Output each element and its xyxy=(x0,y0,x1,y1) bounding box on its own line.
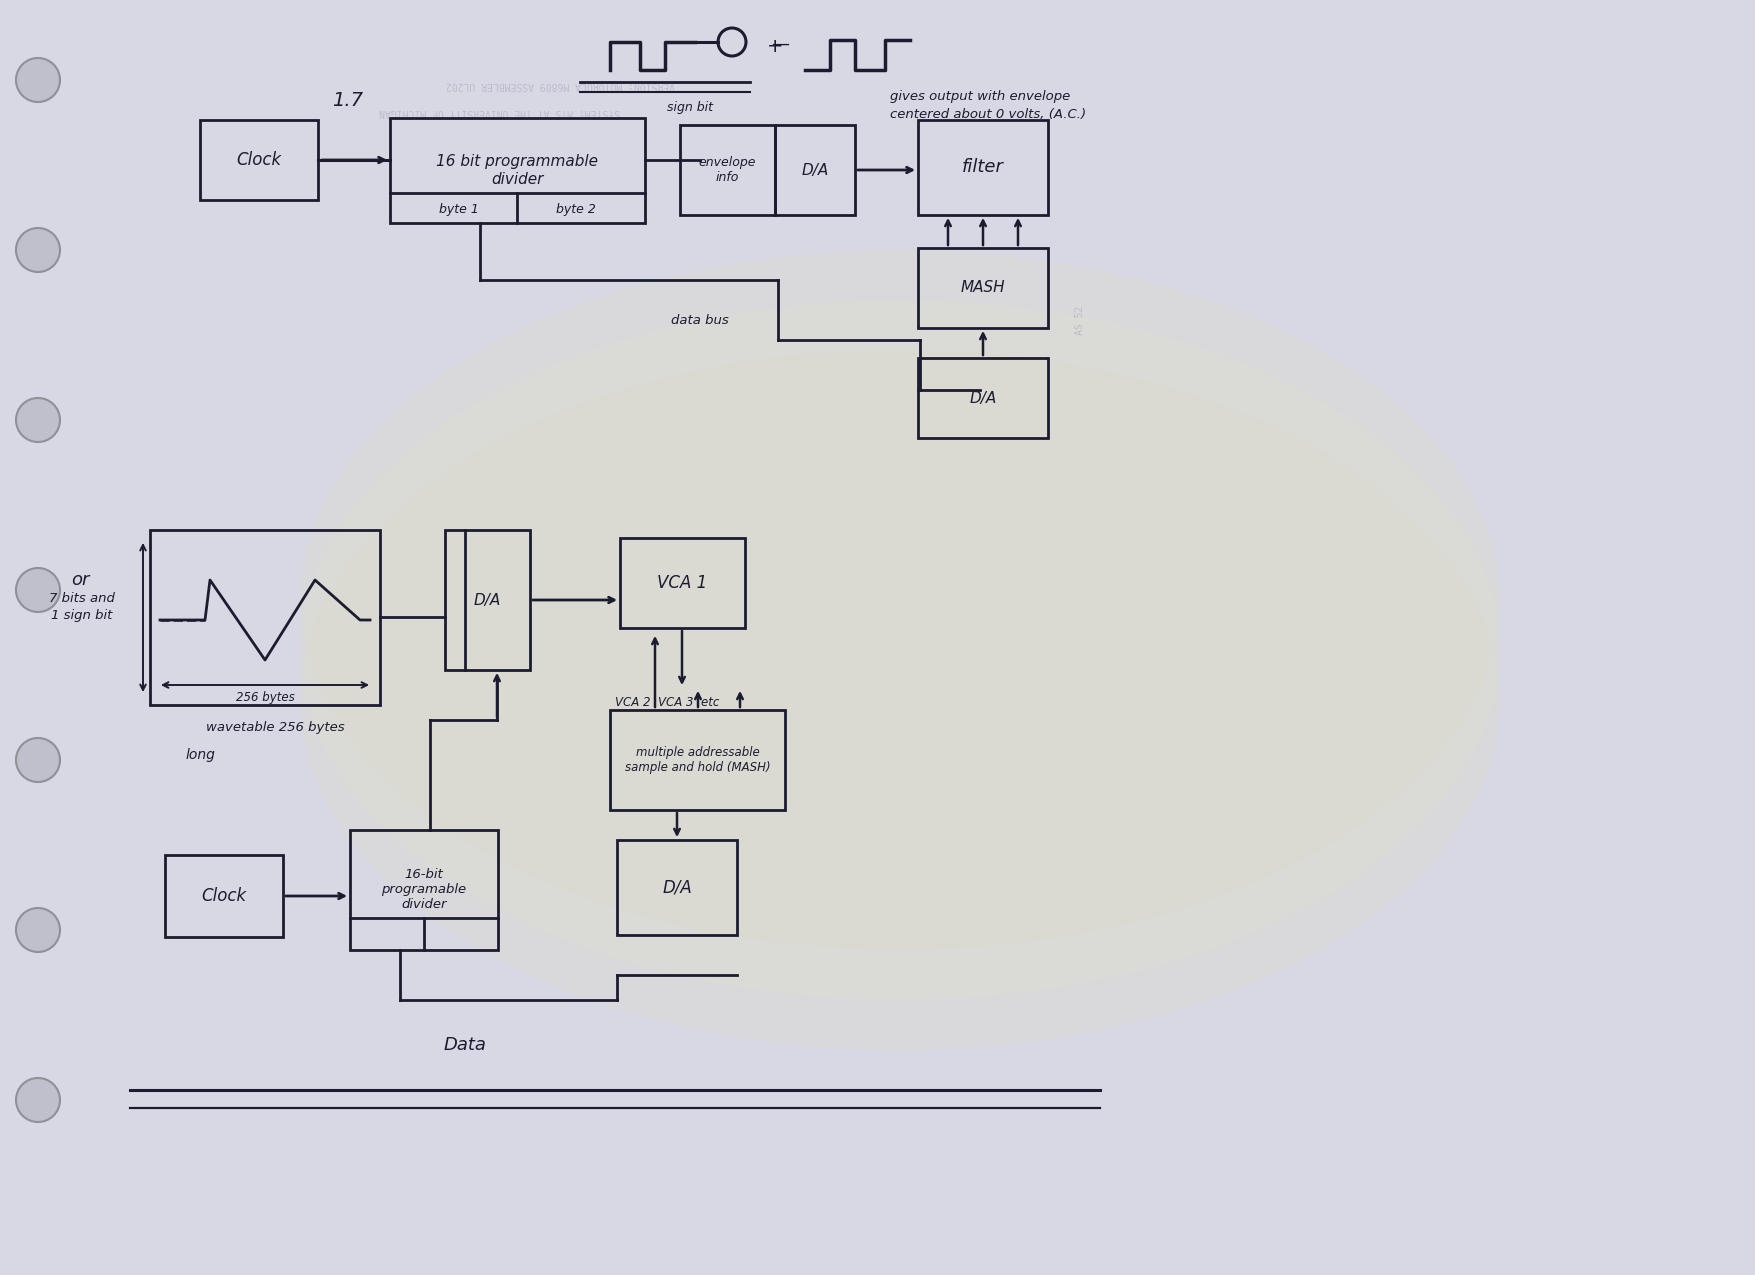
Text: data bus: data bus xyxy=(670,314,728,326)
Text: VERSION: MOTOROLA M6809 ASSEMBLER UL202: VERSION: MOTOROLA M6809 ASSEMBLER UL202 xyxy=(446,80,674,91)
Bar xyxy=(918,358,1048,439)
Text: 16 bit programmable
divider: 16 bit programmable divider xyxy=(437,154,598,186)
Bar xyxy=(446,530,530,669)
Ellipse shape xyxy=(300,250,1501,950)
Ellipse shape xyxy=(300,300,1501,1000)
Bar xyxy=(349,830,498,950)
Text: VCA 1: VCA 1 xyxy=(658,574,707,592)
Text: 16-bit
programable
divider: 16-bit programable divider xyxy=(381,868,467,912)
Text: D/A: D/A xyxy=(662,878,691,896)
Text: filter: filter xyxy=(962,158,1004,176)
Bar xyxy=(200,120,318,200)
Text: byte 1: byte 1 xyxy=(439,204,479,217)
Text: Clock: Clock xyxy=(237,150,281,170)
Circle shape xyxy=(16,228,60,272)
Circle shape xyxy=(16,567,60,612)
Circle shape xyxy=(16,398,60,442)
Text: AS 52: AS 52 xyxy=(1076,305,1085,335)
Text: VCA 2  VCA 3  etc: VCA 2 VCA 3 etc xyxy=(614,696,720,709)
Bar xyxy=(149,530,381,705)
Text: 256 bytes: 256 bytes xyxy=(235,691,295,705)
Bar xyxy=(918,120,1048,215)
Bar xyxy=(165,856,283,937)
Text: D/A: D/A xyxy=(969,390,997,405)
Text: envelope
info: envelope info xyxy=(698,156,756,184)
Bar xyxy=(918,249,1048,328)
Text: or: or xyxy=(70,571,90,589)
Ellipse shape xyxy=(300,351,1501,1051)
Text: multiple addressable
sample and hold (MASH): multiple addressable sample and hold (MA… xyxy=(625,746,770,774)
Bar xyxy=(390,119,646,223)
Text: 1.7: 1.7 xyxy=(332,91,363,110)
Text: long: long xyxy=(184,748,214,762)
Text: byte 2: byte 2 xyxy=(556,204,597,217)
Text: Data: Data xyxy=(444,1037,486,1054)
Circle shape xyxy=(16,57,60,102)
Text: D/A: D/A xyxy=(802,162,828,177)
Text: gives output with envelope
centered about 0 volts, (A.C.): gives output with envelope centered abou… xyxy=(890,91,1086,121)
Text: D/A: D/A xyxy=(474,593,502,607)
Bar xyxy=(776,125,855,215)
Text: sign bit: sign bit xyxy=(667,102,713,115)
Text: MASH: MASH xyxy=(960,280,1006,296)
Circle shape xyxy=(16,908,60,952)
Text: 7 bits and
1 sign bit: 7 bits and 1 sign bit xyxy=(49,592,114,622)
Bar xyxy=(679,125,776,215)
Text: wavetable 256 bytes: wavetable 256 bytes xyxy=(205,720,344,733)
Circle shape xyxy=(16,1077,60,1122)
Text: Clock: Clock xyxy=(202,887,246,905)
Text: —: — xyxy=(770,34,790,54)
Text: SYSTEM: MTS AT THE UNIVERSITY OF MICHIGAN: SYSTEM: MTS AT THE UNIVERSITY OF MICHIGA… xyxy=(379,107,621,117)
Circle shape xyxy=(16,738,60,782)
Bar xyxy=(618,840,737,935)
Bar xyxy=(620,538,746,629)
Text: +: + xyxy=(767,37,783,56)
Bar xyxy=(611,710,784,810)
